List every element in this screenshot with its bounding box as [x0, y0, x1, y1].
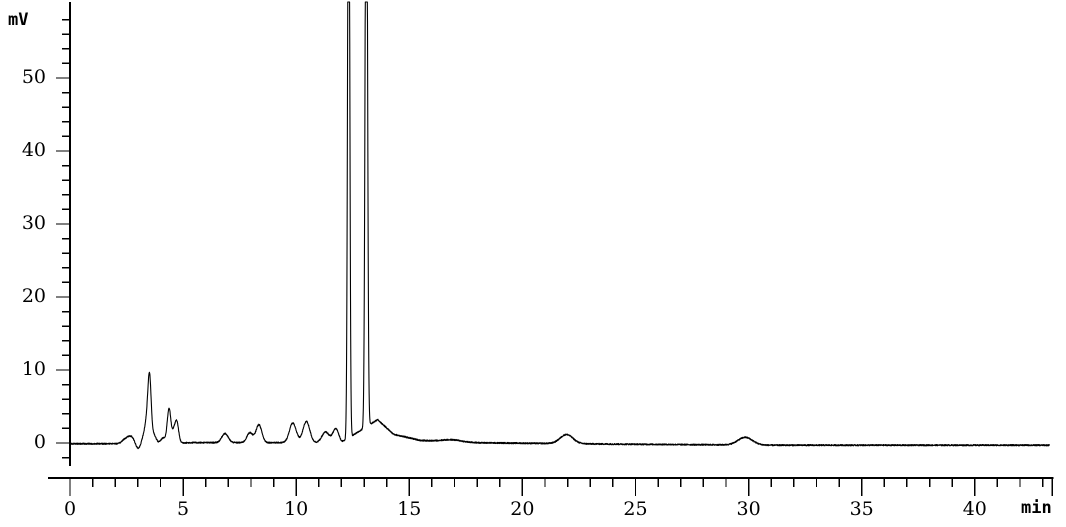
y-tick-label: 20 [21, 285, 46, 307]
x-tick-label: 10 [284, 498, 309, 520]
y-tick-label: 50 [21, 66, 46, 88]
y-tick-label: 10 [21, 358, 46, 380]
signal-trace [69, 1, 1050, 450]
x-tick-label: 20 [510, 498, 535, 520]
x-tick-label: 25 [623, 498, 648, 520]
x-axis-unit-label: min [1021, 498, 1052, 518]
x-tick-label: 35 [849, 498, 874, 520]
x-tick-label: 0 [63, 498, 77, 520]
y-axis-unit-label: mV [8, 10, 29, 30]
x-tick-label: 40 [962, 498, 987, 520]
x-tick-label: 15 [397, 498, 422, 520]
y-tick-label: 0 [33, 431, 46, 453]
x-tick-label: 30 [736, 498, 761, 520]
y-tick-label: 30 [21, 212, 46, 234]
x-tick-label: 5 [177, 498, 190, 520]
y-tick-label: 40 [21, 139, 46, 161]
